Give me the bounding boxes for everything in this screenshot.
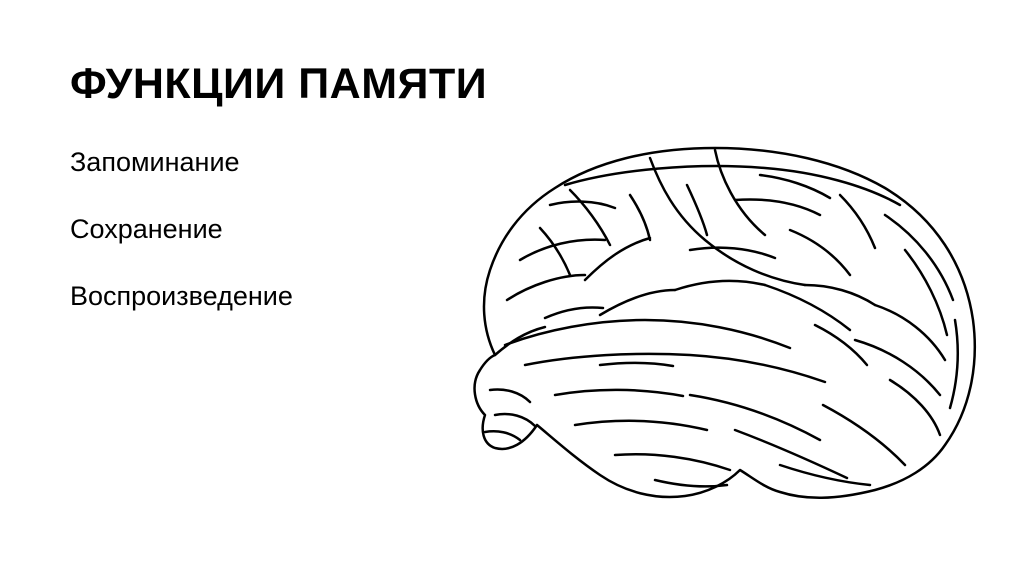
page-title: ФУНКЦИИ ПАМЯТИ: [70, 60, 964, 109]
brain-illustration: [435, 130, 995, 550]
slide: ФУНКЦИИ ПАМЯТИ Запоминание Сохранение Во…: [0, 0, 1024, 574]
